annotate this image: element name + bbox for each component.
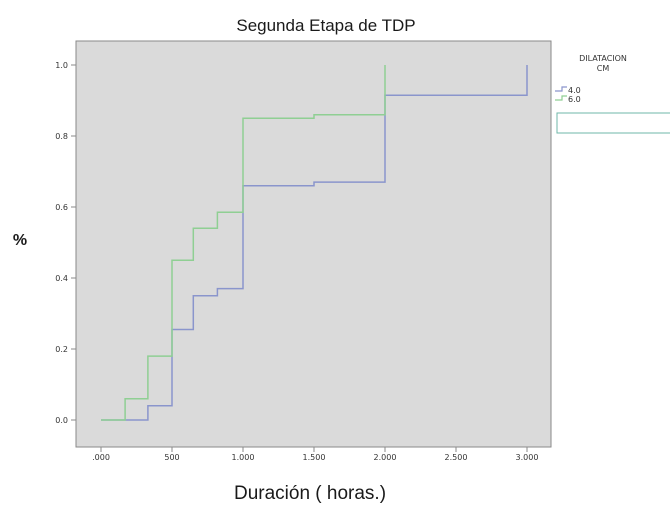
series-group: [101, 65, 528, 421]
legend-title: DILATACION: [579, 54, 627, 63]
legend: DILATACION CM 4.06.0: [555, 54, 670, 134]
chart-title: Segunda Etapa de TDP: [236, 16, 415, 35]
y-axis: 0.0 0.2 0.4 0.6 0.8 1.0: [55, 61, 76, 425]
x-tick-label: 1.500: [303, 453, 326, 462]
x-axis: .000 500 1.000 1.500 2.000 2.500 3.000: [92, 447, 538, 462]
x-tick-label: 2.000: [374, 453, 397, 462]
legend-label: 4.0: [568, 86, 581, 95]
series-line-6.0: [101, 65, 386, 421]
y-tick-label: 1.0: [55, 61, 68, 70]
y-tick-label: 0.6: [55, 203, 68, 212]
y-tick-label: 0.0: [55, 416, 68, 425]
legend-empty-box: [556, 112, 670, 134]
x-tick-label: 2.500: [445, 453, 468, 462]
y-axis-label: %: [13, 232, 27, 249]
plot-area: [75, 40, 552, 448]
y-tick-label: 0.2: [55, 345, 68, 354]
x-tick-label: .000: [92, 453, 110, 462]
x-axis-label: Duración ( horas.): [234, 483, 386, 504]
y-tick-label: 0.4: [55, 274, 68, 283]
legend-swatch: [555, 95, 567, 101]
y-tick-label: 0.8: [55, 132, 68, 141]
x-tick-label: 500: [164, 453, 179, 462]
x-tick-label: 1.000: [232, 453, 255, 462]
x-tick-label: 3.000: [516, 453, 539, 462]
legend-swatch: [555, 86, 567, 92]
series-line-4.0: [101, 65, 528, 421]
legend-title-unit: CM: [597, 64, 610, 73]
legend-label: 6.0: [568, 95, 581, 104]
